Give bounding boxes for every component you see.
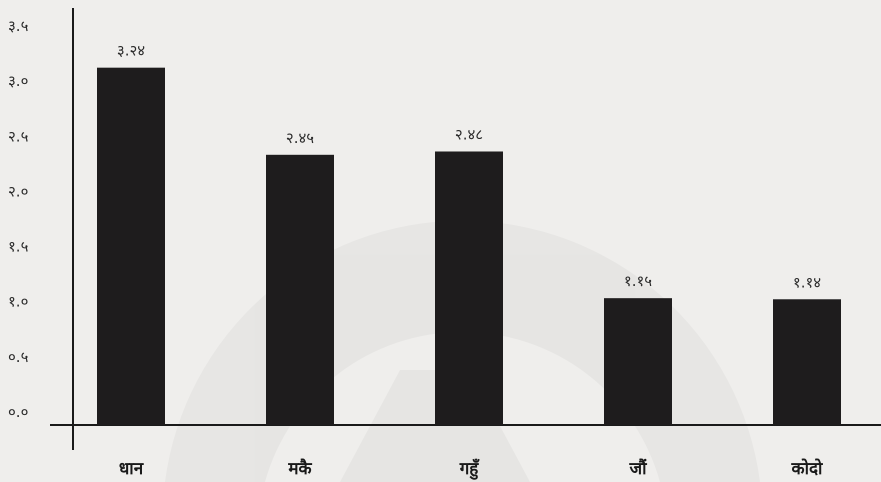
- bar: [604, 298, 672, 425]
- y-tick-label: २.५: [8, 127, 29, 145]
- data-label: १.१५: [624, 272, 652, 290]
- x-category-label: गहुँ: [459, 458, 481, 480]
- y-tick-label: ३.०: [8, 72, 28, 90]
- category-labels: धान मकै गहुँ जौं कोदो: [119, 458, 823, 480]
- bars: [97, 67, 841, 426]
- data-label: १.१४: [793, 273, 821, 291]
- y-tick-label: १.५: [8, 238, 29, 256]
- data-labels: ३.२४ २.४५ २.४८ १.१५ १.१४: [117, 42, 821, 292]
- y-tick-label: २.०: [8, 182, 28, 200]
- y-tick-label: ०.५: [8, 348, 29, 366]
- data-label: २.४८: [455, 125, 483, 143]
- bar: [773, 299, 841, 425]
- y-tick-label: ३.५: [8, 17, 29, 35]
- x-category-label: धान: [119, 459, 144, 479]
- data-label: २.४५: [286, 129, 314, 147]
- x-category-label: मकै: [287, 458, 312, 479]
- y-tick-label: १.०: [8, 293, 28, 311]
- bar: [435, 151, 503, 425]
- x-category-label: कोदो: [791, 458, 823, 479]
- y-tick-label: ०.०: [8, 403, 28, 421]
- bar: [97, 67, 165, 425]
- data-label: ३.२४: [117, 42, 145, 60]
- y-tick-labels: ०.० ०.५ १.० १.५ २.० २.५ ३.० ३.५: [8, 17, 29, 421]
- x-category-label: जौं: [628, 458, 647, 479]
- bar: [266, 154, 334, 426]
